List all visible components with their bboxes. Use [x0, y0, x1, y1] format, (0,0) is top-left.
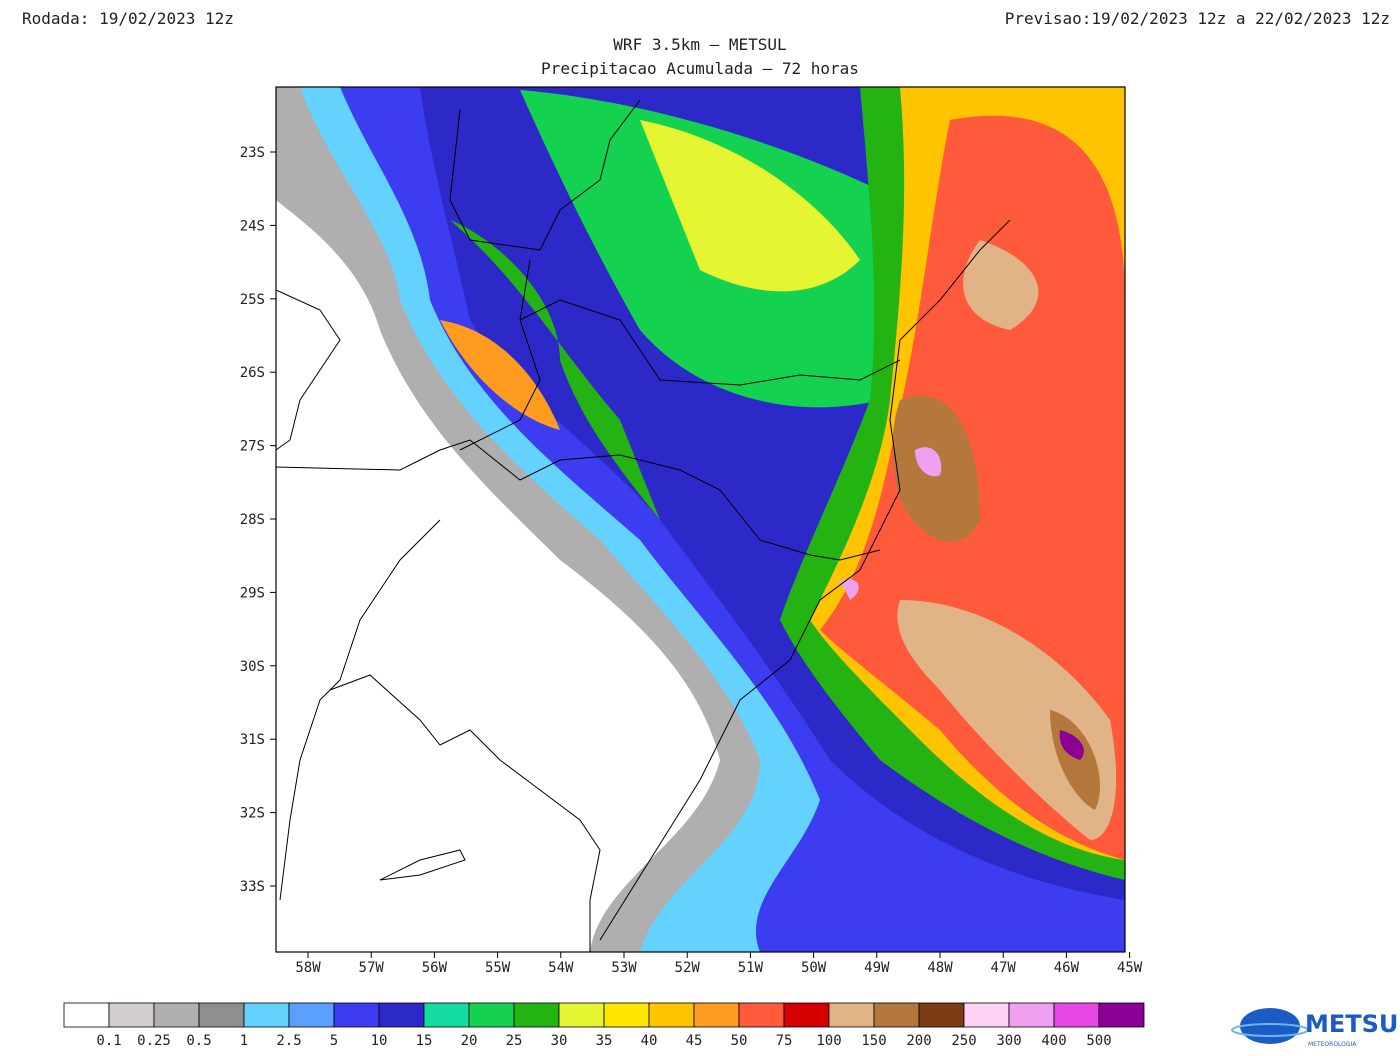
lon-label: 49W: [864, 960, 890, 976]
legend-swatch: [513, 1002, 560, 1028]
legend-swatch: [693, 1002, 740, 1028]
legend-swatch: [1008, 1002, 1055, 1028]
title: WRF 3.5km – METSUL: [613, 35, 786, 54]
lon-label: 48W: [927, 960, 953, 976]
lat-label: 24S: [240, 218, 265, 234]
lon-label: 53W: [611, 960, 637, 976]
logo-name: METSUL: [1305, 1010, 1400, 1038]
lat-label: 29S: [240, 585, 265, 601]
lat-label: 27S: [240, 439, 265, 455]
lon-label: 51W: [738, 960, 764, 976]
legend-swatch: [1053, 1002, 1100, 1028]
lat-label: 33S: [240, 879, 265, 895]
legend-swatch: [333, 1002, 380, 1028]
legend-swatch: [63, 1002, 110, 1028]
legend-label: 30: [551, 1033, 568, 1049]
lon-label: 55W: [485, 960, 511, 976]
legend-swatch: [468, 1002, 515, 1028]
legend-swatch: [918, 1002, 965, 1028]
lat-label: 25S: [240, 292, 265, 308]
legend-swatch: [153, 1002, 200, 1028]
legend-label: 35: [596, 1033, 613, 1049]
subtitle: Precipitacao Acumulada – 72 horas: [541, 59, 859, 78]
legend-label: 300: [996, 1033, 1021, 1049]
legend-label: 0.1: [96, 1033, 121, 1049]
lat-label: 31S: [240, 732, 265, 748]
logo: METSUL METEOROLOGIA: [1231, 1008, 1400, 1048]
legend-swatch: [198, 1002, 245, 1028]
legend-label: 150: [861, 1033, 886, 1049]
legend-label: 250: [951, 1033, 976, 1049]
precip-field: [275, 86, 1126, 953]
legend-label: 40: [641, 1033, 658, 1049]
legend-swatch: [423, 1002, 470, 1028]
legend-swatch: [1098, 1002, 1145, 1028]
legend-label: 10: [371, 1033, 388, 1049]
legend-label: 45: [686, 1033, 703, 1049]
lon-label: 50W: [801, 960, 827, 976]
legend-label: 15: [416, 1033, 433, 1049]
lat-label: 30S: [240, 659, 265, 675]
lat-label: 26S: [240, 365, 265, 381]
legend-label: 500: [1086, 1033, 1111, 1049]
legend-swatch: [108, 1002, 155, 1028]
legend-label: 100: [816, 1033, 841, 1049]
legend-swatch: [648, 1002, 695, 1028]
legend-swatch: [243, 1002, 290, 1028]
legend-label: 5: [330, 1033, 338, 1049]
legend-label: 0.5: [186, 1033, 211, 1049]
legend-label: 75: [776, 1033, 793, 1049]
legend-swatch: [873, 1002, 920, 1028]
legend-swatch: [828, 1002, 875, 1028]
lon-label: 46W: [1054, 960, 1080, 976]
legend-label: 0.25: [137, 1033, 171, 1049]
legend-label: 200: [906, 1033, 931, 1049]
legend-swatch: [963, 1002, 1010, 1028]
lon-label: 56W: [422, 960, 448, 976]
legend-label: 20: [461, 1033, 478, 1049]
legend-label: 2.5: [276, 1033, 301, 1049]
legend-swatch: [783, 1002, 830, 1028]
map-axes: 23S 24S 25S 26S 27S 28S 29S 30S 31S 32S 33S 58W 57W 5…: [240, 145, 1143, 976]
lon-label: 54W: [548, 960, 574, 976]
logo-tagline: METEOROLOGIA: [1308, 1041, 1357, 1048]
legend-swatch: [288, 1002, 335, 1028]
legend-label: 1: [240, 1033, 248, 1049]
legend-swatch: [603, 1002, 650, 1028]
legend-label: 25: [506, 1033, 523, 1049]
color-legend: 0.1 0.25 0.5 1 2.5 5 10 15 20 25 30 35 40 45 50 75 100 15…: [63, 1002, 1145, 1049]
lat-label: 23S: [240, 145, 265, 161]
lon-label: 58W: [295, 960, 321, 976]
lat-label: 28S: [240, 512, 265, 528]
legend-swatch: [738, 1002, 785, 1028]
run-time: Rodada: 19/02/2023 12z: [22, 9, 234, 28]
lat-label: 32S: [240, 806, 265, 822]
forecast-period: Previsao:19/02/2023 12z a 22/02/2023 12z: [1005, 9, 1390, 28]
lon-label: 57W: [359, 960, 385, 976]
lon-label: 52W: [675, 960, 701, 976]
lon-label: 47W: [991, 960, 1017, 976]
legend-label: 400: [1041, 1033, 1066, 1049]
legend-swatch: [378, 1002, 425, 1028]
lon-label: 45W: [1117, 960, 1143, 976]
legend-label: 50: [731, 1033, 748, 1049]
legend-swatch: [558, 1002, 605, 1028]
